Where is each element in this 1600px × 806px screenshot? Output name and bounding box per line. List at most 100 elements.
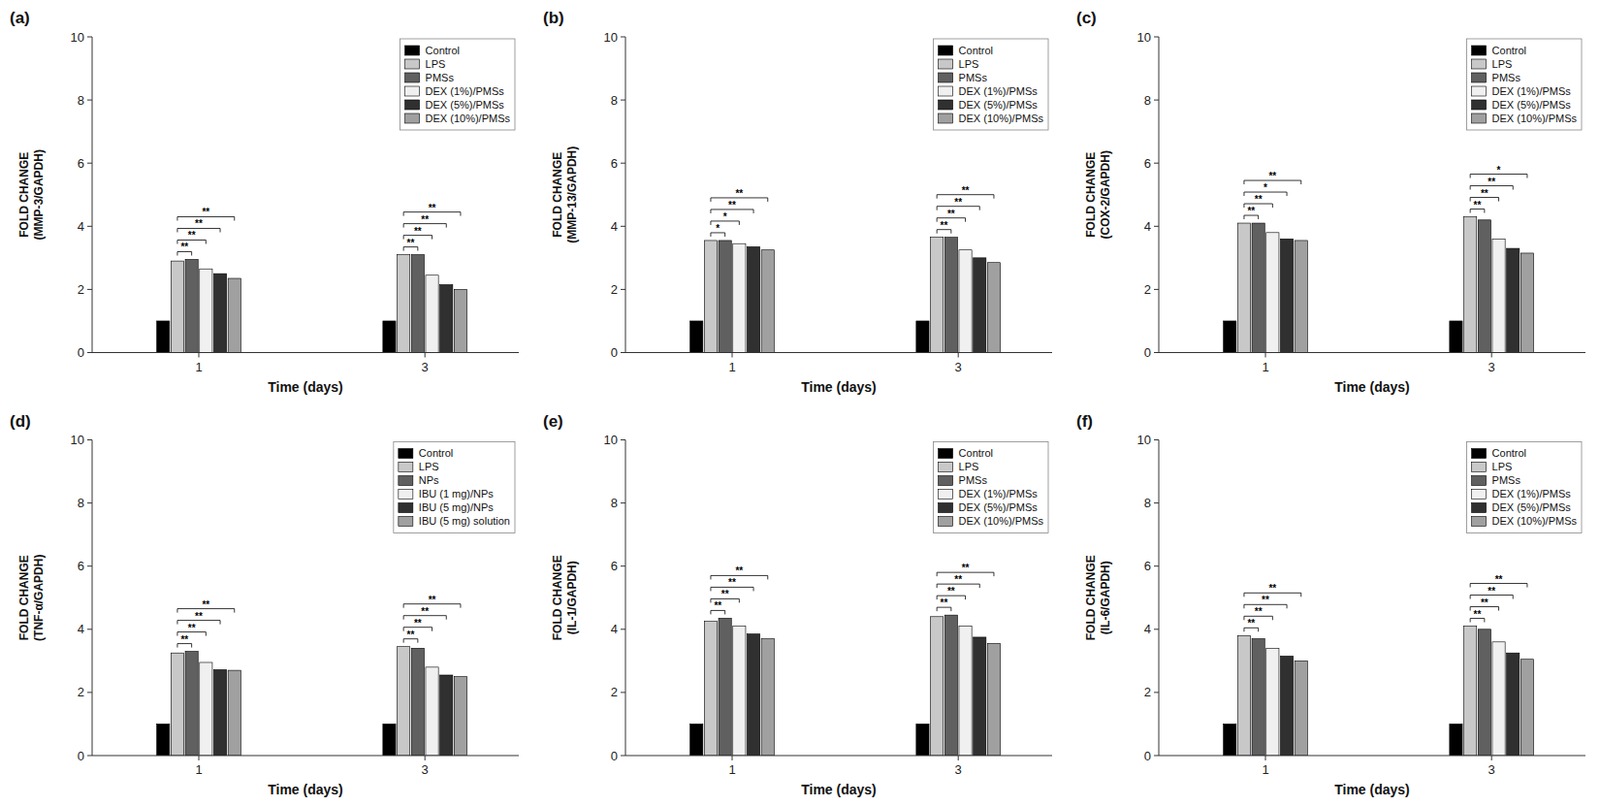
bar	[397, 255, 411, 353]
legend-label: Control	[425, 44, 460, 57]
bar	[411, 255, 424, 353]
y-tick	[87, 565, 93, 567]
y-tick	[620, 628, 626, 630]
significance-label: **	[188, 622, 196, 634]
y-tick	[620, 36, 626, 38]
legend-label: DEX (1%)/PMSs	[959, 85, 1039, 97]
y-tick-label: 10	[70, 30, 85, 45]
y-tick-label: 10	[1137, 432, 1152, 448]
x-axis-label: Time (days)	[800, 379, 877, 395]
x-tick-label: 1	[1261, 762, 1269, 777]
x-tick-label: 3	[1488, 359, 1496, 375]
legend-box	[933, 38, 1049, 130]
significance-label: **	[1268, 582, 1277, 594]
y-tick	[87, 628, 93, 630]
bar	[959, 250, 972, 353]
y-axis-line	[1158, 440, 1160, 757]
significance-label: **	[1473, 199, 1482, 211]
x-axis-label: Time (days)	[1334, 781, 1410, 798]
bar	[746, 634, 760, 756]
y-axis-label: FOLD CHANGE(IL-6/GAPDH)	[1084, 554, 1113, 640]
significance-label: **	[1247, 617, 1255, 629]
legend-label: DEX (5%)/PMSs	[1492, 98, 1572, 111]
legend-swatch	[938, 462, 954, 473]
x-tick	[1491, 352, 1493, 358]
significance-label: **	[1480, 188, 1489, 199]
bar	[1449, 723, 1463, 756]
y-tick-label: 8	[610, 93, 618, 108]
significance-label: **	[1261, 594, 1270, 606]
y-tick-label: 2	[77, 282, 85, 297]
bar	[453, 676, 467, 756]
x-tick	[1265, 755, 1267, 761]
bar	[1492, 238, 1505, 352]
panel-label: (c)	[1076, 8, 1097, 28]
bar	[199, 662, 213, 756]
significance-label: **	[188, 229, 196, 241]
significance-label: **	[420, 214, 429, 225]
x-tick-label: 1	[194, 762, 202, 777]
bar	[397, 646, 411, 756]
bar	[453, 288, 467, 352]
legend-label: DEX (1%)/PMSs	[959, 487, 1039, 500]
legend: ControlLPSPMSsDEX (1%)/PMSsDEX (5%)/PMSs…	[400, 38, 515, 130]
significance-label: **	[201, 206, 210, 218]
significance-label: **	[735, 565, 743, 576]
significance-label: **	[1473, 608, 1482, 620]
y-tick-label: 10	[1137, 30, 1152, 45]
x-tick-label: 3	[1488, 762, 1496, 777]
significance-label: **	[414, 617, 422, 629]
significance-label: **	[1254, 193, 1263, 205]
significance-label: **	[420, 606, 429, 617]
x-tick	[958, 352, 960, 358]
y-tick-label: 2	[77, 684, 85, 700]
legend-swatch	[1472, 448, 1487, 459]
x-tick	[732, 352, 734, 358]
legend-label: DEX (5%)/PMSs	[425, 98, 506, 111]
y-tick	[87, 225, 93, 227]
legend-label: LPS	[1492, 58, 1513, 70]
significance-label: **	[947, 585, 956, 597]
bar	[690, 723, 704, 756]
bar	[1464, 217, 1477, 353]
x-tick-label: 1	[728, 762, 736, 777]
legend-swatch	[1472, 476, 1487, 486]
y-tick	[1153, 162, 1159, 164]
legend-label: PMSs	[1492, 71, 1522, 84]
bar	[1266, 647, 1280, 756]
y-tick	[1153, 628, 1159, 630]
x-axis-label: Time (days)	[800, 781, 877, 798]
significance-label: **	[428, 202, 437, 214]
bar	[1477, 629, 1491, 756]
x-axis-line	[92, 352, 519, 353]
significance-label: **	[407, 629, 416, 640]
bar	[1280, 238, 1293, 352]
significance-label: **	[1268, 170, 1277, 182]
x-tick	[424, 352, 426, 358]
y-tick	[1153, 755, 1159, 757]
legend-swatch	[938, 99, 954, 110]
bar	[383, 723, 396, 756]
bar	[718, 617, 732, 756]
y-tick	[1153, 288, 1159, 290]
significance-label: **	[428, 594, 437, 606]
y-tick	[620, 565, 626, 567]
legend-label: PMSs	[959, 474, 989, 486]
x-tick-label: 3	[955, 359, 962, 375]
legend: ControlLPSPMSsDEX (1%)/PMSsDEX (5%)/PMSs…	[1467, 38, 1582, 130]
bar	[944, 614, 958, 756]
y-tick-label: 0	[1144, 345, 1152, 360]
bar	[1506, 248, 1520, 352]
legend-label: LPS	[959, 460, 980, 473]
legend-label: Control	[418, 447, 453, 459]
y-tick	[1153, 502, 1159, 504]
legend: ControlLPSNPsIBU (1 mg)/NPsIBU (5 mg)/NP…	[393, 442, 515, 534]
bar	[1280, 655, 1293, 756]
legend: ControlLPSPMSsDEX (1%)/PMSsDEX (5%)/PMSs…	[933, 38, 1049, 130]
legend-label: PMSs	[425, 71, 455, 84]
x-tick	[1265, 352, 1267, 358]
y-tick-label: 4	[77, 621, 85, 637]
y-tick	[87, 36, 93, 38]
significance-label: **	[201, 599, 210, 610]
background	[0, 0, 1600, 806]
